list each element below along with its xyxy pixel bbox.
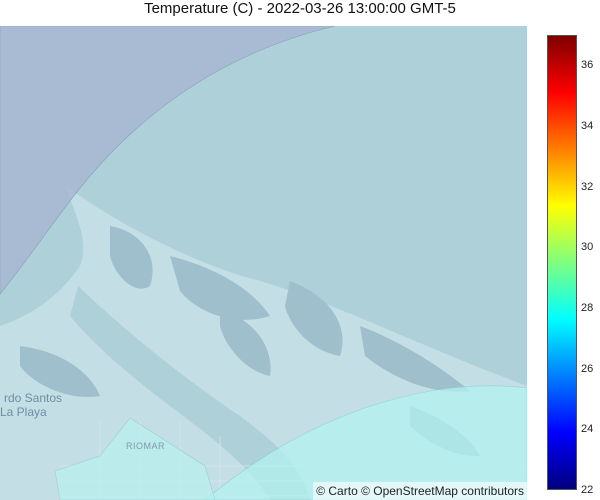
- colorbar-tick-22: 22: [581, 484, 594, 496]
- colorbar: [547, 35, 577, 490]
- map-title: Temperature (C) - 2022-03-26 13:00:00 GM…: [144, 0, 456, 17]
- colorbar-tick-36: 36: [581, 59, 594, 72]
- colorbar-gradient: [548, 36, 576, 489]
- district-riomar-area: [54, 417, 216, 500]
- river-channel: [70, 286, 310, 500]
- city-label-line1: rdo Santos: [4, 391, 63, 405]
- colorbar-tick-26: 26: [581, 362, 594, 375]
- colorbar-tick-30: 30: [581, 241, 594, 254]
- map-attribution[interactable]: © Carto © OpenStreetMap contributors: [313, 482, 527, 500]
- district-label-riomar: RIOMAR: [126, 441, 165, 451]
- colorbar-tick-28: 28: [581, 302, 594, 314]
- city-label-line2: La Playa: [0, 405, 47, 419]
- temperature-zone-south: [204, 385, 527, 500]
- colorbar-tick-labels: 36 34 32 30 28 26 24 22: [579, 35, 599, 496]
- temperature-zone-north: [0, 26, 336, 295]
- colorbar-tick-34: 34: [581, 120, 594, 132]
- colorbar-tick-32: 32: [581, 180, 594, 193]
- colorbar-tick-24: 24: [581, 423, 594, 436]
- map-canvas[interactable]: rdo Santos La Playa RIOMAR © Carto © Ope…: [0, 26, 527, 500]
- basemap: [0, 26, 527, 500]
